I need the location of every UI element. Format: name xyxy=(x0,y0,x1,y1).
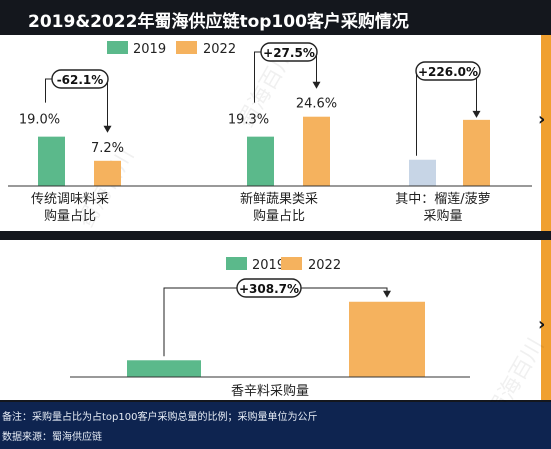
footer-source: 数据来源：蜀海供应链 xyxy=(2,430,102,443)
data-label: 19.0% xyxy=(19,113,60,128)
change-badge xyxy=(260,42,318,62)
page-title: 2019&2022年蜀海供应链top100客户采购情况 xyxy=(28,11,409,32)
change-label: +308.7% xyxy=(239,282,299,296)
category-label: 其中：榴莲/菠萝 xyxy=(395,192,490,207)
legend-label-2022: 2022 xyxy=(308,258,341,273)
legend-label-2019: 2019 xyxy=(252,258,285,273)
arrowhead xyxy=(312,81,321,89)
change-label: +27.5% xyxy=(263,46,315,60)
bar-2022 xyxy=(349,301,425,377)
chevron-right-icon[interactable]: › xyxy=(538,109,545,130)
data-label: 19.3% xyxy=(228,113,269,128)
bottom-panel xyxy=(0,240,541,400)
category-label: 传统调味料采 xyxy=(31,192,109,207)
side-accent-top xyxy=(541,35,551,231)
change-badge xyxy=(415,61,481,81)
category-label: 购量占比 xyxy=(253,208,305,224)
bar-2019 xyxy=(247,136,274,186)
footer-note: 备注：采购量占比为占top100客户采购总量的比例；采购量单位为公斤 xyxy=(2,410,317,423)
data-label: 24.6% xyxy=(296,97,337,112)
legend-label-2019: 2019 xyxy=(133,42,166,57)
arrowhead xyxy=(103,125,112,133)
category-label: 新鲜蔬果类采 xyxy=(240,191,318,207)
category-label: 香辛料采购量 xyxy=(231,383,309,399)
footer-band xyxy=(0,402,551,449)
top-bar-chart: 19.0%7.2%-62.1%传统调味料采购量占比19.3%24.6%+27.5… xyxy=(19,42,491,224)
change-badge xyxy=(236,278,302,298)
arrowhead xyxy=(472,110,481,118)
change-label: +226.0% xyxy=(418,65,478,79)
side-accent-bottom xyxy=(541,240,551,400)
change-label: -62.1% xyxy=(57,73,104,87)
legend-swatch-2022 xyxy=(281,257,302,270)
bar-2019 xyxy=(127,360,201,377)
bottom-bar-chart: +308.7% xyxy=(127,278,425,377)
bar-2022 xyxy=(463,119,490,186)
legend-swatch-2019 xyxy=(107,41,128,54)
chevron-right-icon[interactable]: › xyxy=(538,314,545,335)
legend-swatch-2019 xyxy=(226,257,247,270)
data-label: 7.2% xyxy=(91,141,124,156)
bar-2022 xyxy=(303,116,330,186)
arrowhead xyxy=(383,290,391,298)
category-label: 购量占比 xyxy=(44,208,96,224)
bar-2022 xyxy=(94,160,121,186)
bar-2019 xyxy=(409,159,436,186)
legend-label-2022: 2022 xyxy=(203,42,236,57)
change-badge xyxy=(51,69,109,89)
category-label: 采购量 xyxy=(423,208,462,224)
bar-2019 xyxy=(38,136,65,186)
legend-swatch-2022 xyxy=(176,41,197,54)
